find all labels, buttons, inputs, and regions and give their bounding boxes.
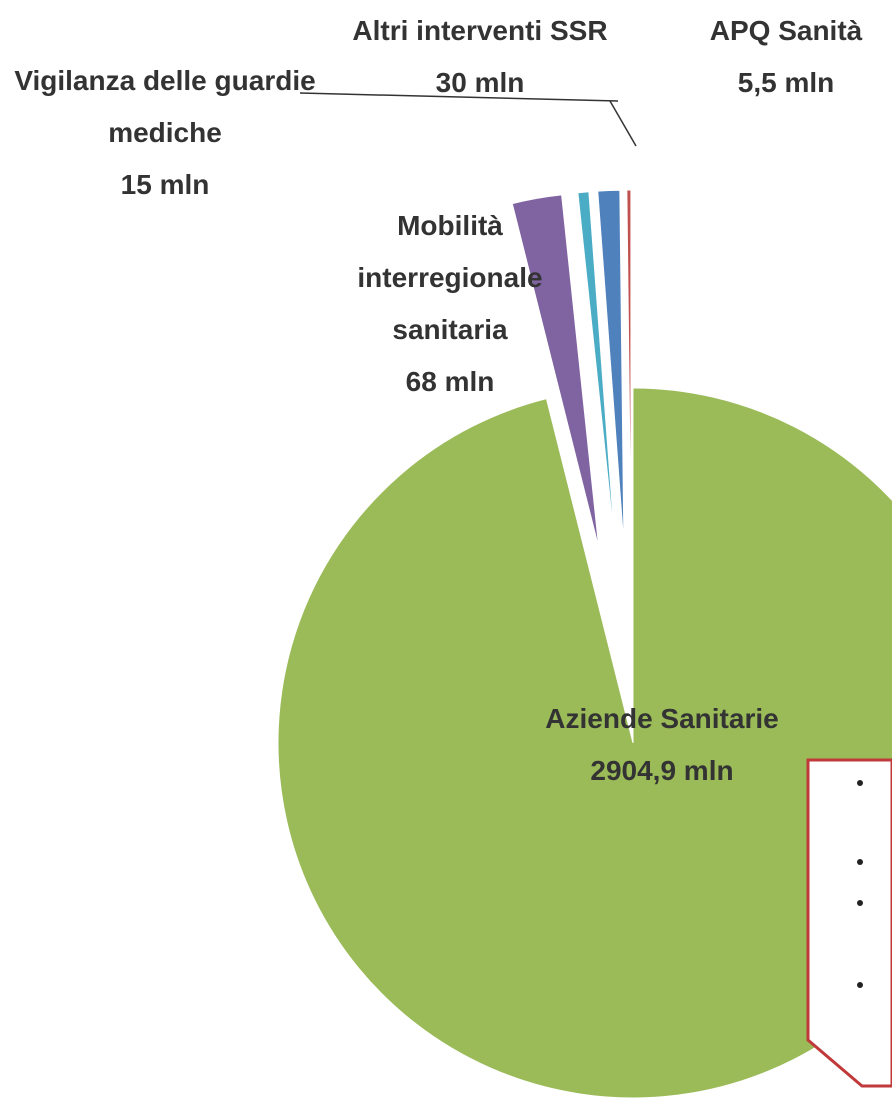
value-label: 30 mln bbox=[435, 67, 525, 98]
pie-slice bbox=[597, 189, 625, 546]
value-label: 68 mln bbox=[405, 366, 495, 397]
pie-slice bbox=[626, 189, 632, 546]
category-label: Mobilità interregionale sanitaria bbox=[357, 210, 543, 345]
note-box bbox=[806, 758, 892, 1088]
value-label: 2904,9 mln bbox=[590, 755, 734, 786]
slice-label: Aziende Sanitarie 2904,9 mln bbox=[512, 693, 812, 797]
note-bullets bbox=[857, 780, 863, 988]
value-label: 5,5 mln bbox=[737, 67, 835, 98]
pie-slice bbox=[577, 191, 616, 546]
pie-slice bbox=[511, 194, 600, 549]
slice-label: Mobilità interregionale sanitaria 68 mln bbox=[320, 200, 580, 408]
pie-slice bbox=[277, 387, 892, 1099]
category-label: APQ Sanità bbox=[709, 15, 863, 46]
category-label: Vigilanza delle guardie mediche bbox=[14, 65, 316, 148]
slice-label: APQ Sanità 5,5 mln bbox=[680, 5, 892, 109]
leader-line bbox=[609, 100, 637, 147]
value-label: 15 mln bbox=[120, 169, 210, 200]
category-label: Altri interventi SSR bbox=[352, 15, 608, 46]
category-label: Aziende Sanitarie bbox=[545, 703, 779, 734]
slice-label: Altri interventi SSR 30 mln bbox=[335, 5, 625, 109]
leader-line bbox=[299, 92, 619, 102]
slice-label: Vigilanza delle guardie mediche 15 mln bbox=[10, 55, 320, 211]
